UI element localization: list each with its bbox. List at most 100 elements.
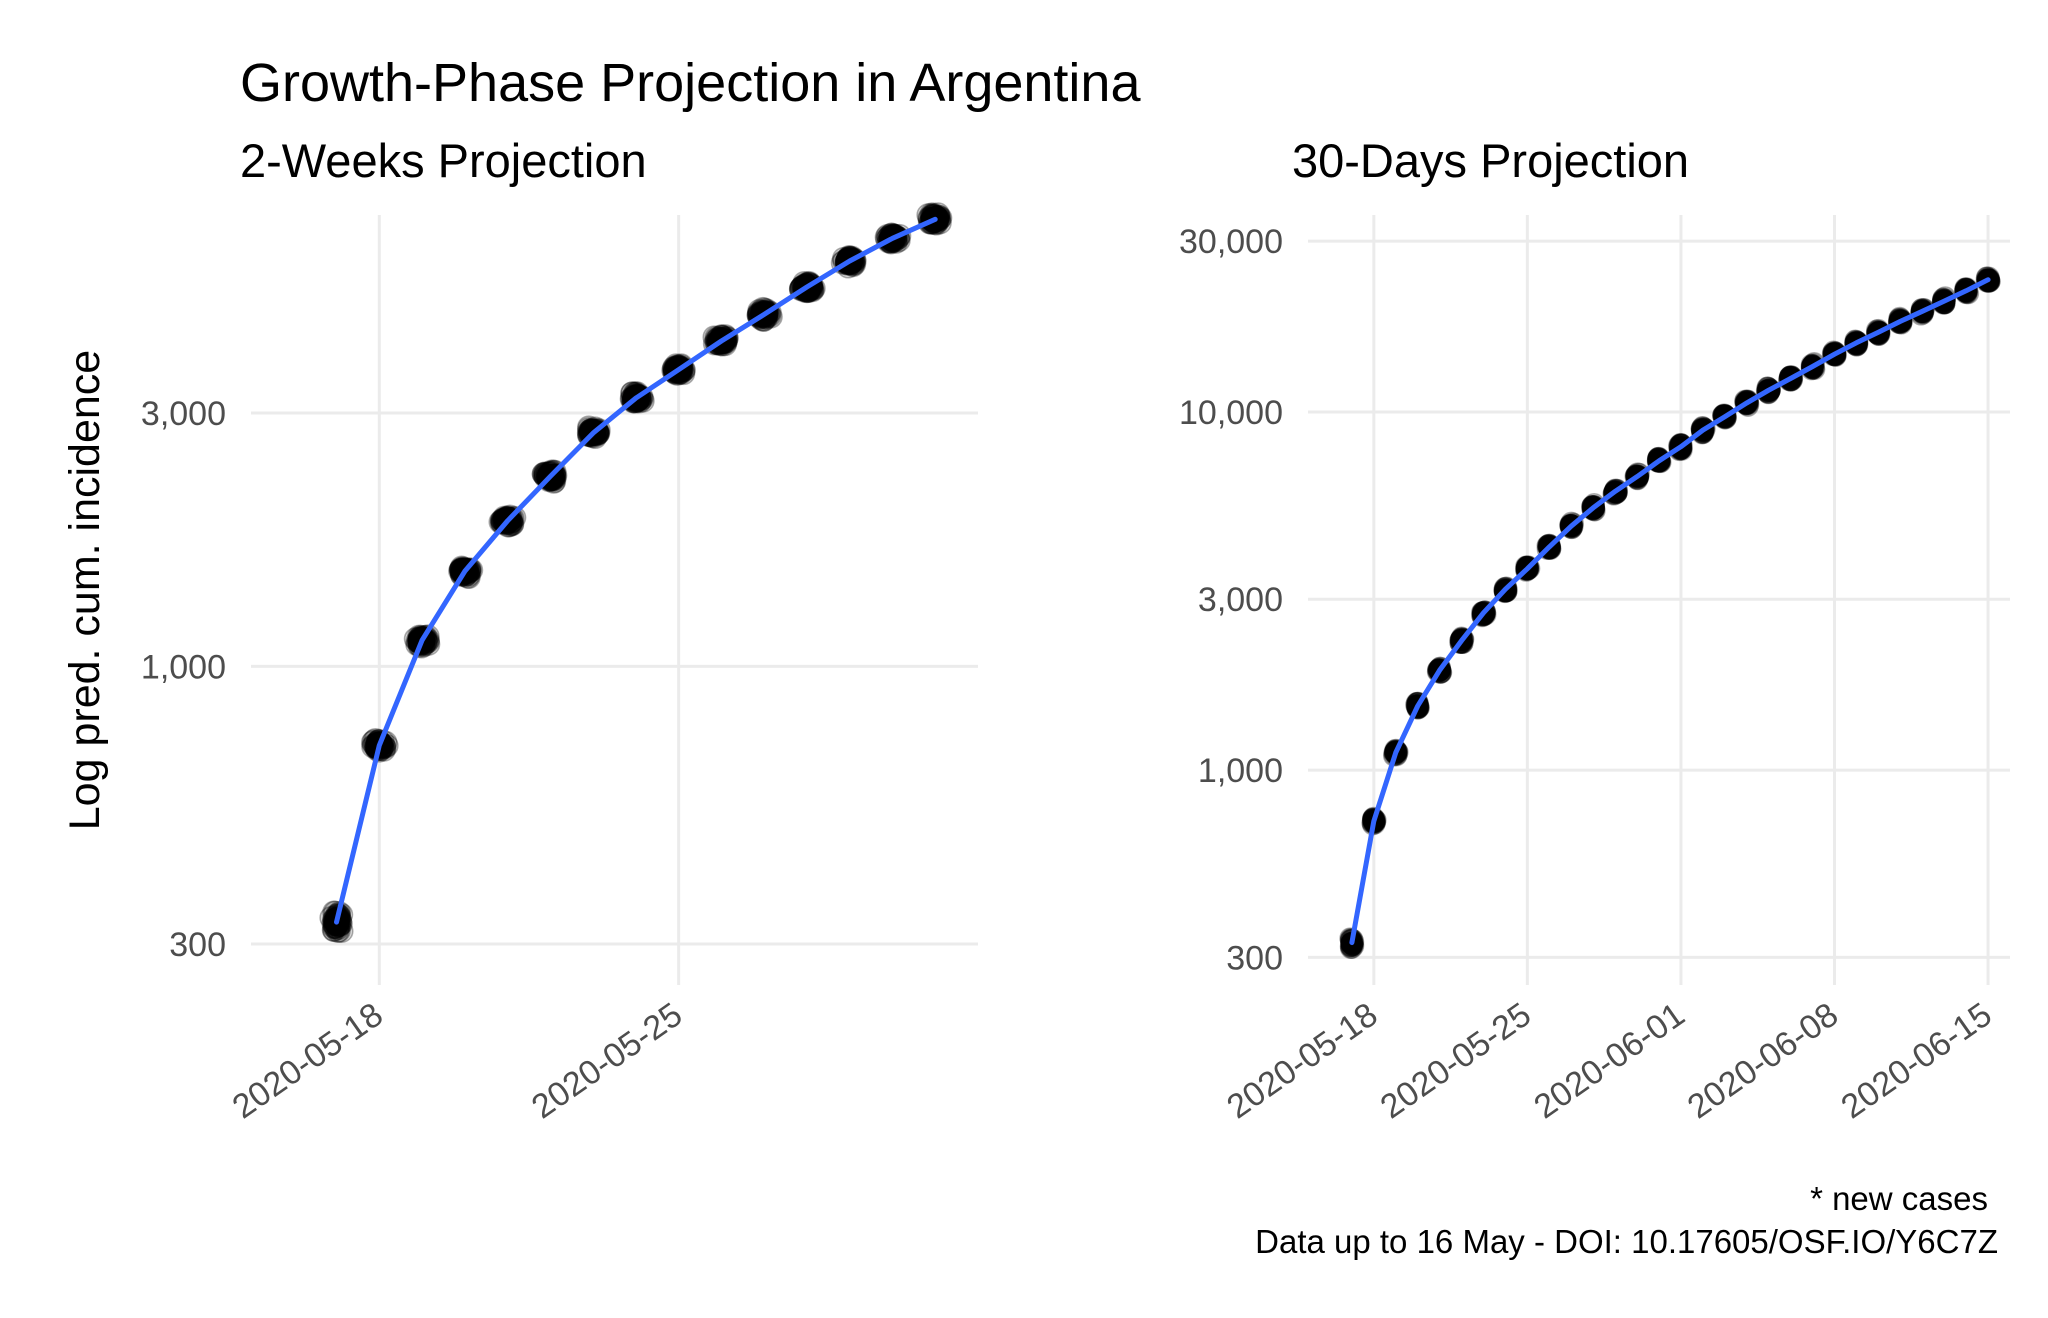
y-tick-label: 1,000: [141, 648, 226, 686]
data-point: [579, 418, 603, 443]
x-tick-labels: 2020-05-182020-05-252020-06-012020-06-08…: [1220, 995, 1999, 1126]
data-point: [579, 418, 603, 443]
x-tick-label: 2020-06-08: [1681, 995, 1845, 1126]
y-tick-labels: 300 1,000 3,000 10,000 30,000: [1179, 223, 1283, 977]
data-point: [496, 513, 520, 538]
data-point: [458, 559, 482, 583]
scatter-points: [319, 202, 953, 943]
caption-source: Data up to 16 May - DOI: 10.17605/OSF.IO…: [1255, 1223, 1998, 1260]
data-point: [926, 206, 951, 230]
data-point: [499, 509, 524, 534]
data-point: [535, 461, 559, 486]
y-axis-label: Log pred. cum. incidence: [61, 350, 109, 830]
data-point: [533, 465, 558, 489]
data-point: [543, 463, 568, 488]
data-point: [323, 915, 347, 940]
data-point: [543, 465, 567, 489]
panel-2-weeks: 2-Weeks Projection Log pred. cum. incide…: [61, 134, 978, 1126]
y-tick-label: 300: [1226, 939, 1283, 977]
x-tick-label: 2020-06-15: [1834, 995, 1998, 1126]
y-tick-label: 10,000: [1179, 394, 1283, 432]
x-tick-label: 2020-05-18: [1220, 995, 1384, 1126]
data-point: [576, 421, 601, 445]
data-point: [491, 509, 515, 534]
fit-line-group: [1349, 277, 1991, 946]
data-point: [538, 460, 562, 485]
data-point: [539, 459, 564, 484]
data-point: [926, 206, 950, 231]
data-point: [322, 918, 346, 943]
panel-30-days: 30-Days Projection 3001,0003,00010,00030…: [1179, 134, 2010, 1126]
caption-note: * new cases: [1810, 1180, 1988, 1217]
fit-line: [1349, 277, 1991, 946]
data-point: [628, 388, 653, 412]
data-point: [1515, 555, 1537, 578]
data-point: [533, 463, 557, 488]
data-point: [540, 467, 564, 491]
figure-title: Growth-Phase Projection in Argentina: [240, 53, 1141, 113]
x-tick-label: 2020-05-25: [1374, 995, 1538, 1126]
x-tick-labels: 2020-05-18 2020-05-25: [226, 995, 690, 1126]
y-tick-label: 30,000: [1179, 223, 1283, 261]
data-point: [542, 467, 566, 492]
data-point: [493, 507, 517, 531]
data-point: [327, 919, 351, 943]
panel-title-30-days: 30-Days Projection: [1292, 134, 1689, 187]
data-point: [499, 510, 523, 534]
data-point: [493, 507, 517, 531]
data-point: [921, 202, 945, 226]
data-point: [539, 468, 563, 492]
data-point: [579, 418, 603, 442]
gridlines: [251, 215, 978, 985]
data-point: [497, 513, 521, 538]
data-point: [490, 508, 515, 533]
data-point: [459, 558, 484, 582]
data-point: [580, 418, 604, 443]
data-point: [579, 419, 603, 444]
panel-title-2-weeks: 2-Weeks Projection: [240, 134, 647, 187]
data-point: [491, 507, 515, 532]
data-point: [322, 912, 347, 937]
fit-line: [334, 216, 938, 925]
data-point: [502, 505, 527, 530]
data-point: [577, 419, 601, 444]
data-point: [586, 421, 610, 446]
data-point: [489, 509, 514, 534]
data-point: [927, 206, 952, 231]
data-point: [537, 461, 562, 486]
data-point: [322, 915, 346, 940]
fit-line-group: [334, 216, 938, 925]
y-tick-label: 1,000: [1198, 752, 1283, 790]
data-point: [540, 467, 564, 491]
x-tick-label: 2020-05-25: [525, 995, 689, 1126]
y-tick-label: 3,000: [141, 395, 226, 433]
x-tick-label: 2020-05-18: [226, 995, 390, 1126]
y-tick-label: 300: [169, 926, 226, 964]
data-point: [533, 462, 558, 487]
y-tick-label: 3,000: [1198, 581, 1283, 619]
data-point: [492, 506, 516, 531]
data-point: [578, 417, 603, 442]
y-tick-labels: 300 1,000 3,000: [141, 395, 226, 964]
data-point: [541, 467, 566, 491]
data-point: [499, 510, 524, 535]
data-point: [584, 423, 609, 447]
data-point: [928, 206, 953, 230]
data-point: [586, 421, 611, 445]
data-point: [541, 468, 565, 492]
data-point: [498, 512, 523, 536]
data-point: [540, 466, 565, 491]
scatter-points: [1339, 266, 2001, 960]
data-point: [451, 556, 475, 580]
data-point: [580, 418, 605, 442]
data-point: [451, 556, 475, 581]
data-point: [583, 425, 608, 450]
data-point: [534, 463, 559, 487]
data-point: [495, 505, 519, 530]
data-point: [541, 466, 565, 491]
data-point: [579, 418, 604, 443]
data-point: [321, 918, 346, 942]
gridlines: [1308, 215, 2010, 985]
data-point: [490, 511, 514, 535]
